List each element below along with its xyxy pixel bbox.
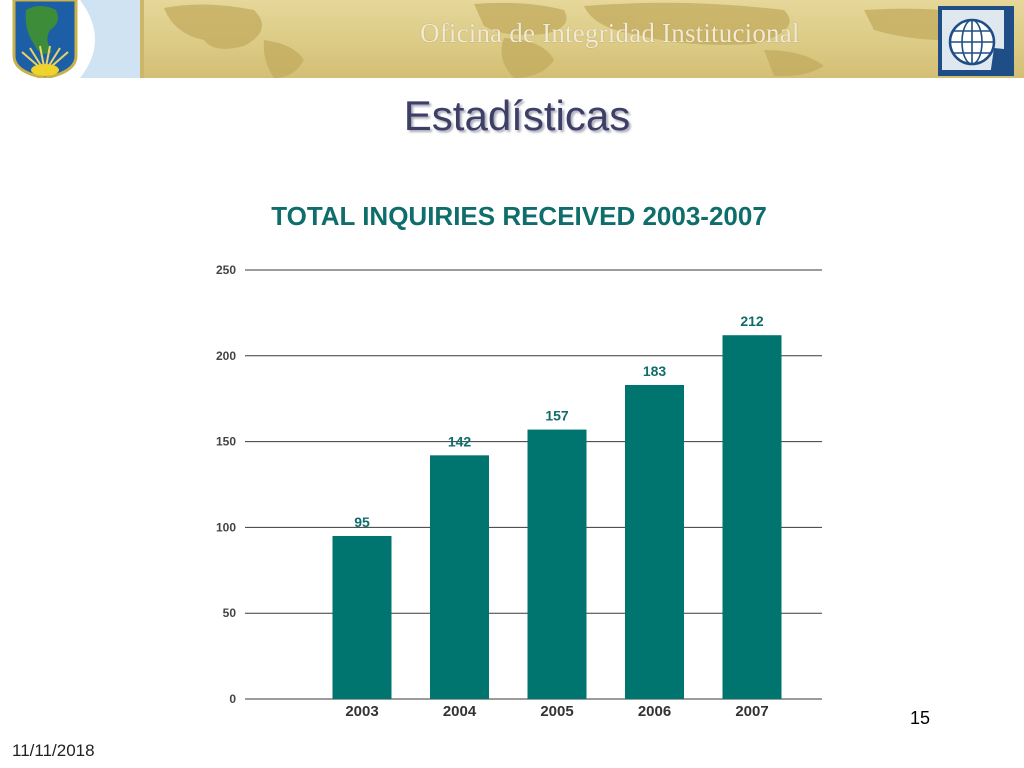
y-tick-label: 150 <box>216 435 236 449</box>
data-label: 95 <box>354 514 370 530</box>
y-tick-label: 200 <box>216 349 236 363</box>
oas-shield-logo-icon <box>0 0 150 80</box>
y-tick-label: 100 <box>216 520 236 534</box>
slide-title: Estadísticas <box>403 92 631 139</box>
y-tick-label: 0 <box>229 692 236 706</box>
data-label: 183 <box>643 363 667 379</box>
bar <box>625 384 684 699</box>
bar <box>332 535 392 699</box>
chart-title: TOTAL INQUIRIES RECEIVED 2003-2007 <box>271 201 767 231</box>
bar <box>722 335 782 699</box>
x-tick-label: 2004 <box>443 703 477 720</box>
bar <box>527 429 587 699</box>
x-tick-label: 2006 <box>638 703 671 720</box>
globe-logo-icon <box>938 6 1014 76</box>
data-label: 142 <box>448 433 472 449</box>
page-number: 15 <box>910 708 931 728</box>
footer-date: 11/11/2018 <box>12 741 95 760</box>
data-label: 212 <box>740 313 764 329</box>
y-tick-label: 50 <box>223 606 237 620</box>
banner-title: Oficina de Integridad Institucional <box>420 18 800 48</box>
x-tick-label: 2003 <box>345 703 378 720</box>
data-label: 157 <box>545 408 569 424</box>
y-tick-label: 250 <box>216 263 236 277</box>
x-tick-label: 2007 <box>735 703 768 720</box>
bar <box>430 455 489 699</box>
x-tick-label: 2005 <box>540 703 573 720</box>
